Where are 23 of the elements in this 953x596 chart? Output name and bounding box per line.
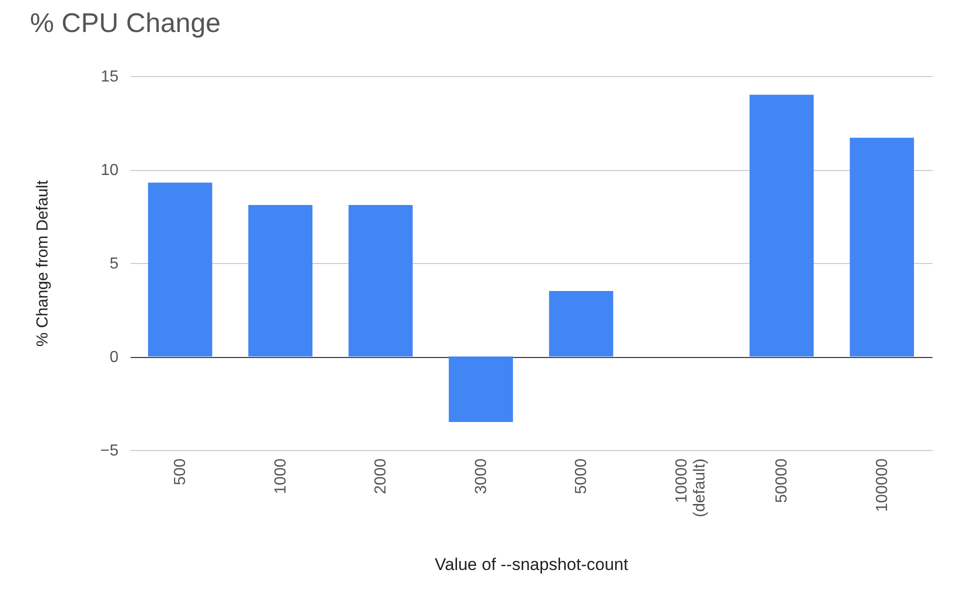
- y-tick-label: 10: [100, 162, 119, 179]
- x-tick-label: 10000 (default): [673, 458, 708, 518]
- bar: [750, 94, 814, 356]
- y-axis-title: % Change from Default: [34, 180, 52, 347]
- x-tick-label: 1000: [272, 458, 290, 494]
- chart-title: % CPU Change: [30, 8, 221, 38]
- bar: [549, 291, 614, 356]
- bar: [148, 182, 212, 356]
- bar: [248, 205, 312, 356]
- bar: [348, 205, 413, 356]
- x-tick-label: 5000: [573, 458, 590, 494]
- bar: [448, 356, 513, 422]
- x-tick-label: 3000: [472, 458, 490, 494]
- x-tick-label: 2000: [372, 458, 390, 494]
- x-tick-label: 100000: [874, 458, 891, 512]
- y-tick-label: 15: [100, 68, 119, 86]
- y-tick-label: −5: [100, 442, 119, 460]
- x-axis-title: Value of --snapshot-count: [434, 555, 628, 574]
- bar: [850, 138, 914, 356]
- x-tick-label: 500: [172, 458, 190, 486]
- y-tick-label: 0: [110, 349, 119, 366]
- y-tick-label: 5: [110, 256, 119, 272]
- x-tick-label: 50000: [774, 458, 791, 503]
